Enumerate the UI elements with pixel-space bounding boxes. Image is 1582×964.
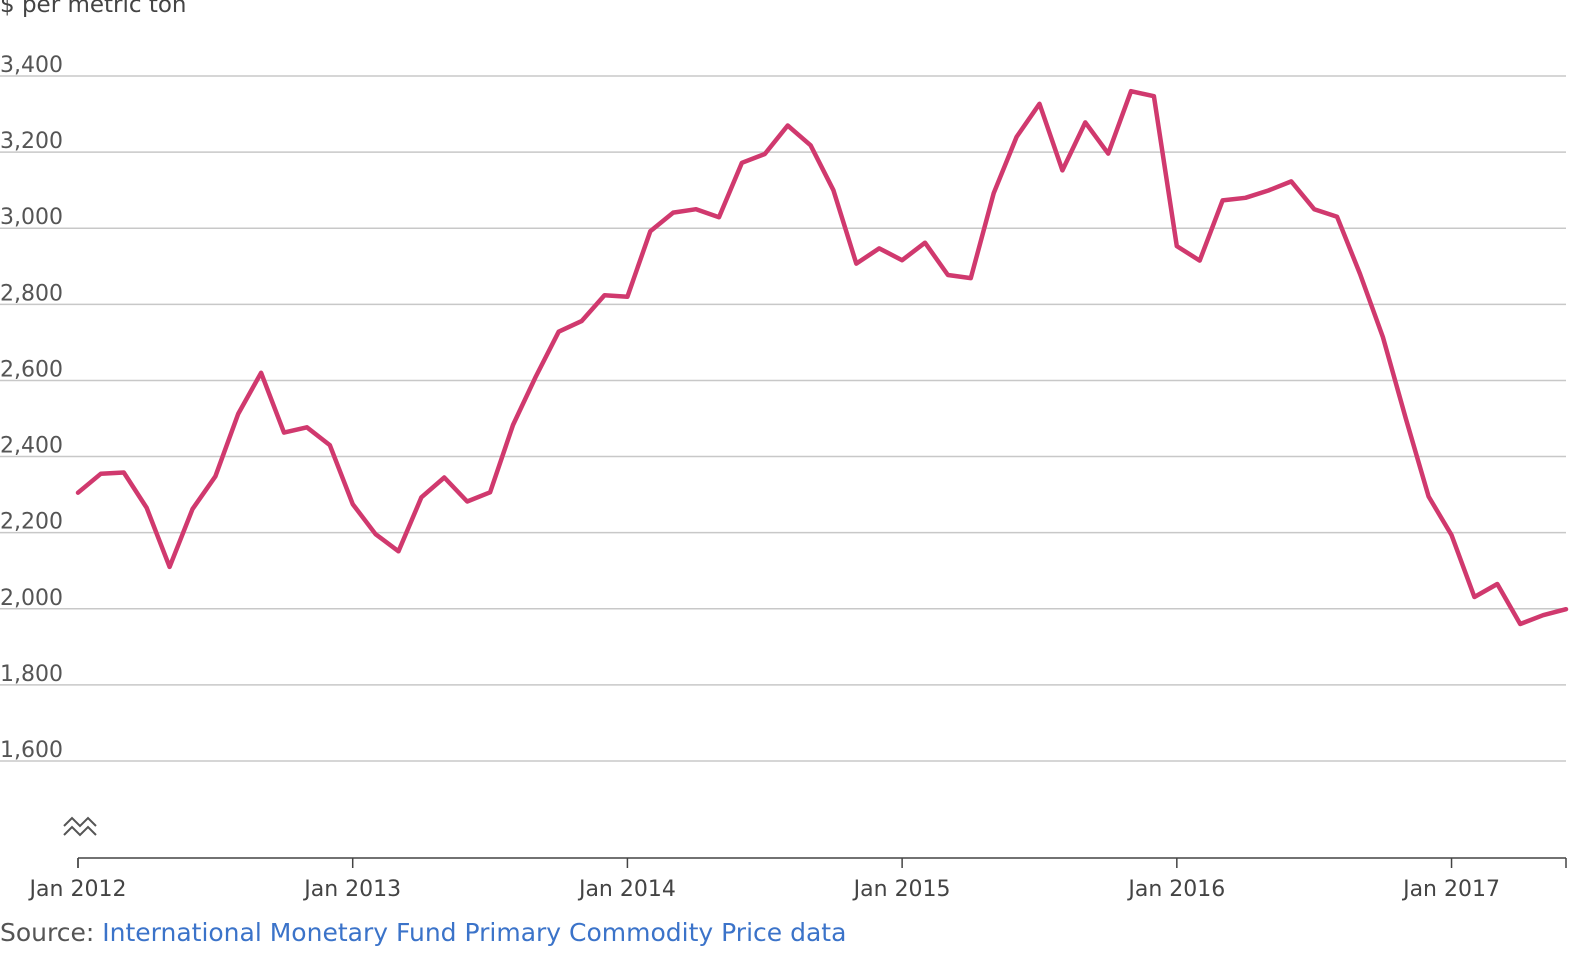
y-tick-label: 2,800 <box>0 281 63 306</box>
y-tick-label: 2,000 <box>0 586 63 611</box>
y-axis: 1,600 1,800 2,000 2,200 2,400 2,600 2,800 3,000… <box>0 53 63 763</box>
x-tick-label: Jan 2013 <box>302 877 401 902</box>
x-tick-label: Jan 2012 <box>28 877 127 902</box>
y-tick-label: 3,000 <box>0 205 63 230</box>
source-prefix: Source: <box>0 918 103 947</box>
axis-break-icon <box>63 816 97 837</box>
x-tick-label: Jan 2014 <box>577 877 676 902</box>
y-tick-label: 1,800 <box>0 662 63 687</box>
x-axis: Jan 2012 Jan 2013 Jan 2014 Jan 2015 Jan 2016… <box>28 857 1567 902</box>
x-tick-label: Jan 2016 <box>1126 877 1225 902</box>
y-tick-label: 2,200 <box>0 510 63 535</box>
y-tick-label: 2,600 <box>0 357 63 382</box>
y-tick-label: 3,400 <box>0 53 63 78</box>
source-link[interactable]: International Monetary Fund Primary Comm… <box>102 918 847 947</box>
x-tick-label: Jan 2017 <box>1401 877 1500 902</box>
y-tick-label: 1,600 <box>0 738 63 763</box>
gridlines <box>0 75 1566 762</box>
series-line-group <box>75 88 1569 627</box>
source-note: Source: International Monetary Fund Prim… <box>0 918 846 947</box>
y-tick-label: 2,400 <box>0 434 63 459</box>
y-tick-label: 3,200 <box>0 129 63 154</box>
series-line <box>75 88 1569 627</box>
y-axis-unit-label: $ per metric ton <box>0 0 187 18</box>
x-tick-label: Jan 2015 <box>852 877 951 902</box>
